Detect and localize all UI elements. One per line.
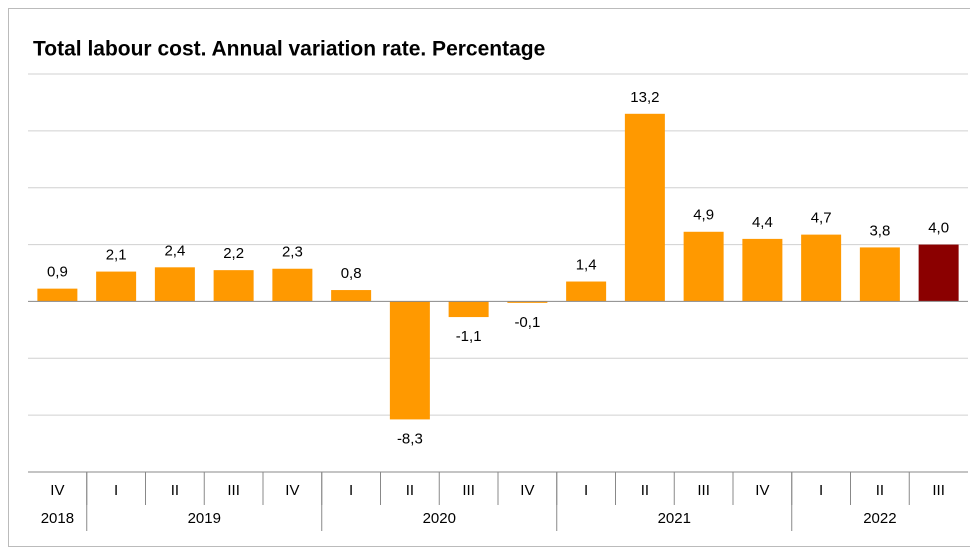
x-tick-label: IV (285, 482, 299, 499)
year-label: 2018 (41, 510, 74, 527)
bar (331, 290, 371, 301)
x-tick-label: IV (520, 482, 534, 499)
x-tick-label: III (462, 482, 475, 499)
bar (96, 272, 136, 302)
data-label: 4,9 (693, 207, 714, 224)
data-label: 4,4 (752, 214, 773, 231)
bar (860, 247, 900, 301)
data-label: 3,8 (869, 222, 890, 239)
data-label: 0,9 (47, 264, 68, 281)
bar (449, 301, 489, 317)
x-tick-label: III (227, 482, 240, 499)
bar (801, 235, 841, 302)
chart-title: Total labour cost. Annual variation rate… (33, 38, 545, 61)
data-label: 4,7 (811, 210, 832, 227)
data-label: 13,2 (630, 89, 659, 106)
x-tick-label: I (584, 482, 588, 499)
bar (742, 239, 782, 302)
x-tick-label: II (641, 482, 649, 499)
x-tick-label: III (932, 482, 945, 499)
data-label: 2,2 (223, 245, 244, 262)
bar (155, 267, 195, 301)
bar (684, 232, 724, 302)
bar (625, 114, 665, 302)
data-label: -8,3 (397, 430, 423, 447)
data-label: -0,1 (514, 314, 540, 331)
x-tick-label: I (819, 482, 823, 499)
year-label: 2020 (423, 510, 456, 527)
x-tick-label: II (876, 482, 884, 499)
bar (272, 269, 312, 302)
x-tick-label: II (171, 482, 179, 499)
data-label: 4,0 (928, 220, 949, 237)
year-label: 2022 (863, 510, 896, 527)
data-label: 0,8 (341, 265, 362, 282)
x-tick-label: I (349, 482, 353, 499)
bar (566, 282, 606, 302)
x-tick-label: IV (755, 482, 769, 499)
data-label: 2,4 (164, 242, 185, 259)
x-tick-label: IV (50, 482, 64, 499)
x-tick-label: III (697, 482, 710, 499)
bar (37, 289, 77, 302)
data-label: 2,1 (106, 247, 127, 264)
x-tick-label: I (114, 482, 118, 499)
data-label: -1,1 (456, 328, 482, 345)
bar (390, 301, 430, 419)
data-label: 1,4 (576, 256, 597, 273)
bar (214, 270, 254, 301)
data-label: 2,3 (282, 244, 303, 261)
year-label: 2019 (188, 510, 221, 527)
bar (919, 245, 959, 302)
year-label: 2021 (658, 510, 691, 527)
x-tick-label: II (406, 482, 414, 499)
